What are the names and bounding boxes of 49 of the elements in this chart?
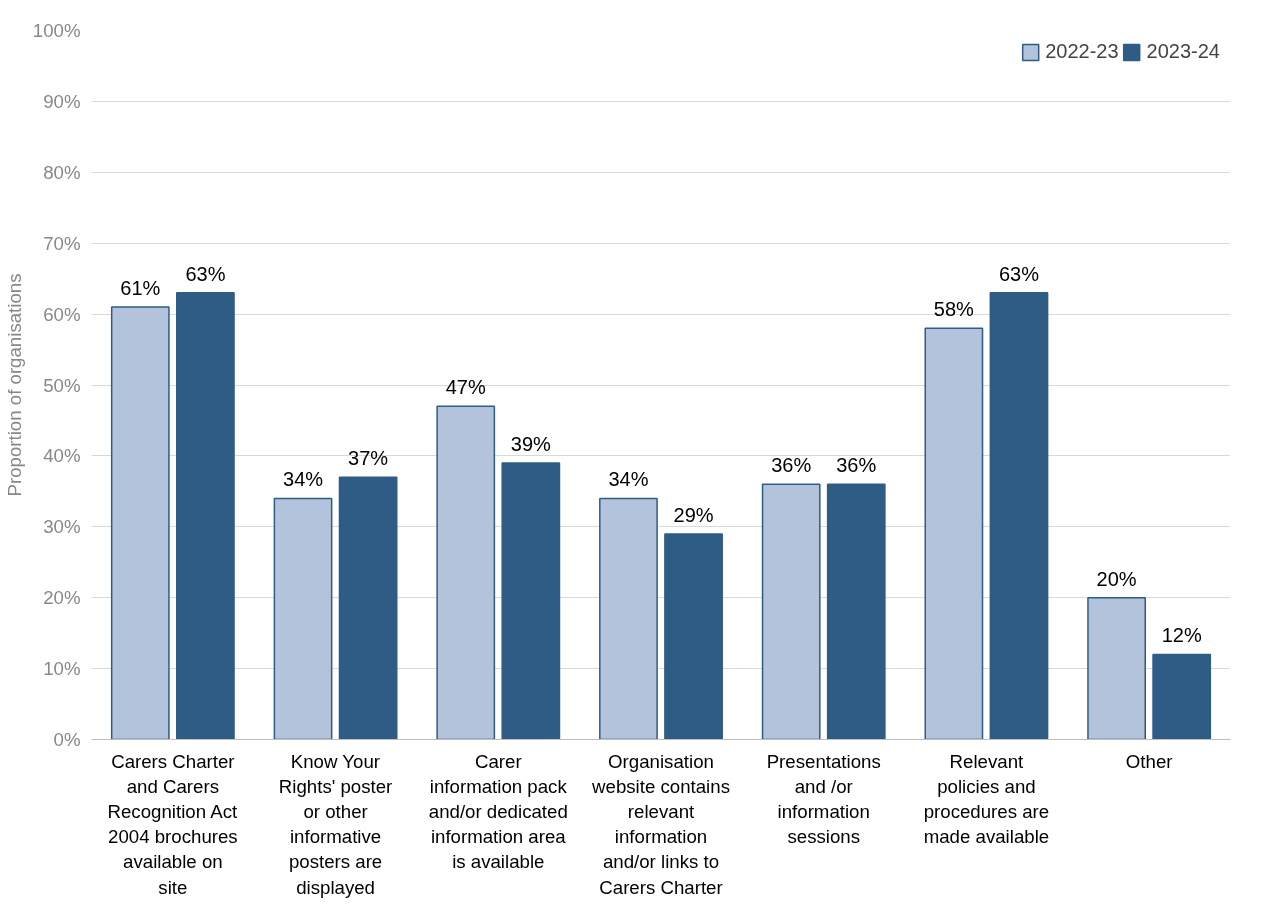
data-label: 39%	[510, 432, 552, 455]
y-tick-label: 70%	[43, 232, 81, 254]
y-tick-label: 20%	[43, 587, 81, 609]
bar	[1152, 653, 1212, 740]
bar	[501, 462, 561, 740]
data-label: 20%	[1096, 567, 1137, 590]
bar	[664, 533, 723, 740]
bar	[110, 306, 170, 740]
bar	[1087, 596, 1146, 740]
data-label: 29%	[673, 503, 714, 526]
x-tick-label: Carer information pack and/or dedicated information area is available	[428, 750, 568, 873]
bar	[436, 405, 496, 740]
y-tick-label: 40%	[43, 445, 81, 467]
data-label: 58%	[933, 298, 975, 321]
y-tick-label: 90%	[43, 90, 81, 112]
y-tick-label: 10%	[43, 658, 81, 680]
data-label: 47%	[445, 376, 486, 399]
bar	[599, 497, 658, 740]
x-tick-label: Organisation website contains relevant information and/or links to Carers Charter	[591, 750, 730, 898]
bar	[989, 292, 1049, 740]
legend-label: 2022-23	[1045, 40, 1119, 63]
data-label: 63%	[998, 262, 1040, 285]
x-tick-label: Relevant policies and procedures are made available	[923, 750, 1050, 848]
x-tick-label: Carers Charter and Carers Recognition Act 2004 brochures available on site	[107, 750, 238, 898]
data-label: 63%	[185, 262, 226, 285]
y-tick-label: 50%	[43, 374, 81, 396]
data-label: 37%	[348, 447, 389, 470]
y-tick-label: 30%	[43, 516, 81, 538]
data-label: 34%	[608, 468, 649, 491]
bar	[924, 327, 984, 740]
data-label: 12%	[1161, 624, 1202, 647]
bar	[176, 292, 235, 740]
data-label: 34%	[283, 468, 324, 491]
y-tick-label: 60%	[43, 303, 81, 325]
bar	[761, 483, 821, 740]
x-tick-label: Know Your Rights' poster or other informative posters are displayed	[278, 750, 393, 898]
data-label: 36%	[836, 454, 877, 477]
bar	[273, 497, 333, 740]
data-label: 36%	[771, 454, 812, 477]
y-tick-label: 100%	[32, 20, 81, 41]
data-label: 61%	[120, 277, 161, 300]
legend-label: 2023-24	[1146, 40, 1220, 63]
y-tick-label: 0%	[53, 729, 81, 750]
bar	[826, 483, 886, 740]
x-tick-label: Other	[1125, 750, 1173, 772]
y-tick-label: 80%	[43, 161, 81, 183]
bar	[338, 476, 398, 740]
y-axis-title: Proportion of organisations	[3, 273, 25, 497]
x-tick-label: Presentations and /or information sessions	[766, 750, 881, 848]
